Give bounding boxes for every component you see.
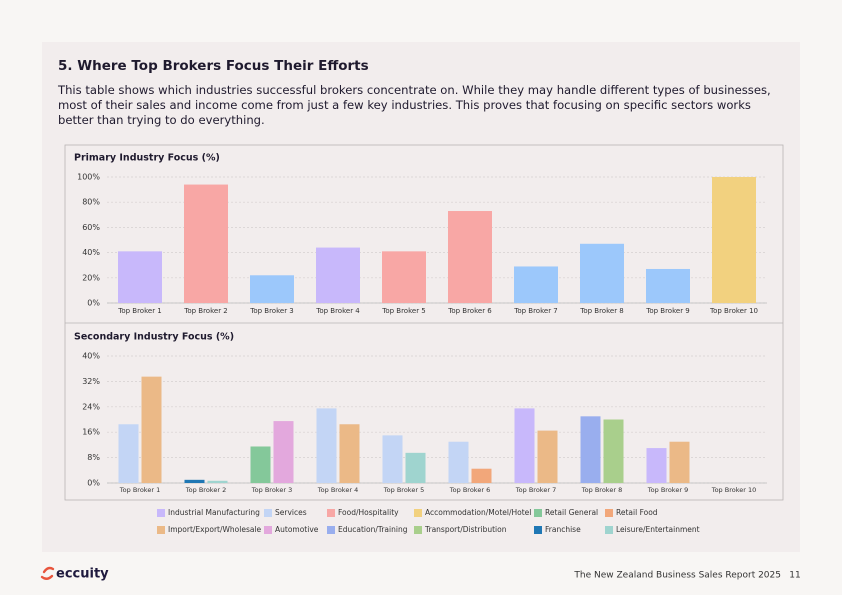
chart-title: Secondary Industry Focus (%) xyxy=(74,332,234,343)
legend-label: Education/Training xyxy=(338,525,408,534)
bar xyxy=(250,446,271,483)
bar xyxy=(471,468,492,483)
legend-swatch xyxy=(157,526,165,534)
legend-label: Accommodation/Motel/Hotel xyxy=(425,508,531,517)
legend-label: Automotive xyxy=(275,525,319,534)
bar xyxy=(382,251,426,303)
y-tick-label: 100% xyxy=(77,173,100,182)
x-tick-label: Top Broker 9 xyxy=(647,486,688,494)
logo-icon xyxy=(40,566,55,580)
x-tick-label: Top Broker 3 xyxy=(249,307,294,315)
bar xyxy=(514,408,535,483)
bar xyxy=(382,435,403,483)
x-tick-label: Top Broker 10 xyxy=(711,486,757,494)
chart-frame xyxy=(64,144,784,501)
bar xyxy=(273,421,294,483)
legend-label: Retail Food xyxy=(616,508,658,517)
legend-swatch xyxy=(157,509,165,517)
legend-label: Transport/Distribution xyxy=(424,525,507,534)
y-tick-label: 0% xyxy=(87,479,100,488)
bar xyxy=(537,430,558,483)
legend-label: Food/Hospitality xyxy=(338,508,399,517)
legend-swatch xyxy=(264,509,272,517)
bar xyxy=(316,408,337,483)
x-tick-label: Top Broker 9 xyxy=(645,307,690,315)
bar xyxy=(316,247,360,303)
bar xyxy=(207,480,228,483)
x-tick-label: Top Broker 8 xyxy=(581,486,622,494)
x-tick-label: Top Broker 2 xyxy=(185,486,226,494)
bar xyxy=(250,275,294,303)
y-tick-label: 80% xyxy=(82,198,100,207)
x-tick-label: Top Broker 4 xyxy=(315,307,360,315)
legend-swatch xyxy=(327,509,335,517)
legend-label: Services xyxy=(275,508,307,517)
page-number: 11 xyxy=(789,571,800,581)
bar xyxy=(405,452,426,483)
x-tick-label: Top Broker 5 xyxy=(383,486,424,494)
legend-swatch xyxy=(534,509,542,517)
x-tick-label: Top Broker 10 xyxy=(709,307,758,315)
legend-swatch xyxy=(605,526,613,534)
section-title: 5. Where Top Brokers Focus Their Efforts xyxy=(58,58,369,74)
bar xyxy=(514,266,558,303)
bar xyxy=(118,424,139,483)
y-tick-label: 60% xyxy=(82,223,100,232)
x-tick-label: Top Broker 2 xyxy=(183,307,228,315)
bar xyxy=(669,441,690,483)
legend-swatch xyxy=(264,526,272,534)
y-tick-label: 40% xyxy=(82,352,100,361)
bar xyxy=(580,416,601,483)
bar xyxy=(580,243,624,303)
legend-label: Leisure/Entertainment xyxy=(616,525,700,534)
y-tick-label: 24% xyxy=(82,402,100,411)
y-tick-label: 20% xyxy=(82,273,100,282)
x-tick-label: Top Broker 4 xyxy=(317,486,358,494)
description: This table shows which industries succes… xyxy=(58,83,771,127)
legend-label: Franchise xyxy=(545,525,581,534)
y-tick-label: 32% xyxy=(82,377,100,386)
y-tick-label: 8% xyxy=(87,453,100,462)
chart-title: Primary Industry Focus (%) xyxy=(74,153,220,164)
logo: eccuity xyxy=(56,567,109,582)
x-tick-label: Top Broker 6 xyxy=(447,307,492,315)
bar xyxy=(184,479,205,483)
legend-label: Industrial Manufacturing xyxy=(168,508,260,517)
bar xyxy=(646,448,667,483)
x-tick-label: Top Broker 1 xyxy=(117,307,162,315)
bar xyxy=(646,268,690,303)
legend-swatch xyxy=(414,509,422,517)
x-tick-label: Top Broker 3 xyxy=(251,486,292,494)
x-tick-label: Top Broker 6 xyxy=(449,486,490,494)
bar xyxy=(603,419,624,483)
y-tick-label: 16% xyxy=(82,428,100,437)
bar xyxy=(448,211,492,303)
x-tick-label: Top Broker 8 xyxy=(579,307,624,315)
x-tick-label: Top Broker 7 xyxy=(515,486,556,494)
legend-label: Import/Export/Wholesale xyxy=(168,525,262,534)
bar xyxy=(141,376,162,483)
bar xyxy=(118,251,162,303)
legend-swatch xyxy=(605,509,613,517)
bar xyxy=(712,177,756,303)
y-tick-label: 40% xyxy=(82,248,100,257)
x-tick-label: Top Broker 1 xyxy=(119,486,160,494)
bar xyxy=(339,424,360,483)
legend-swatch xyxy=(327,526,335,534)
x-tick-label: Top Broker 5 xyxy=(381,307,426,315)
legend-swatch xyxy=(534,526,542,534)
y-tick-label: 0% xyxy=(87,299,100,308)
legend-swatch xyxy=(414,526,422,534)
bar xyxy=(448,441,469,483)
legend-label: Retail General xyxy=(545,508,598,517)
bar xyxy=(184,184,228,303)
report-title: The New Zealand Business Sales Report 20… xyxy=(573,571,781,581)
x-tick-label: Top Broker 7 xyxy=(513,307,558,315)
